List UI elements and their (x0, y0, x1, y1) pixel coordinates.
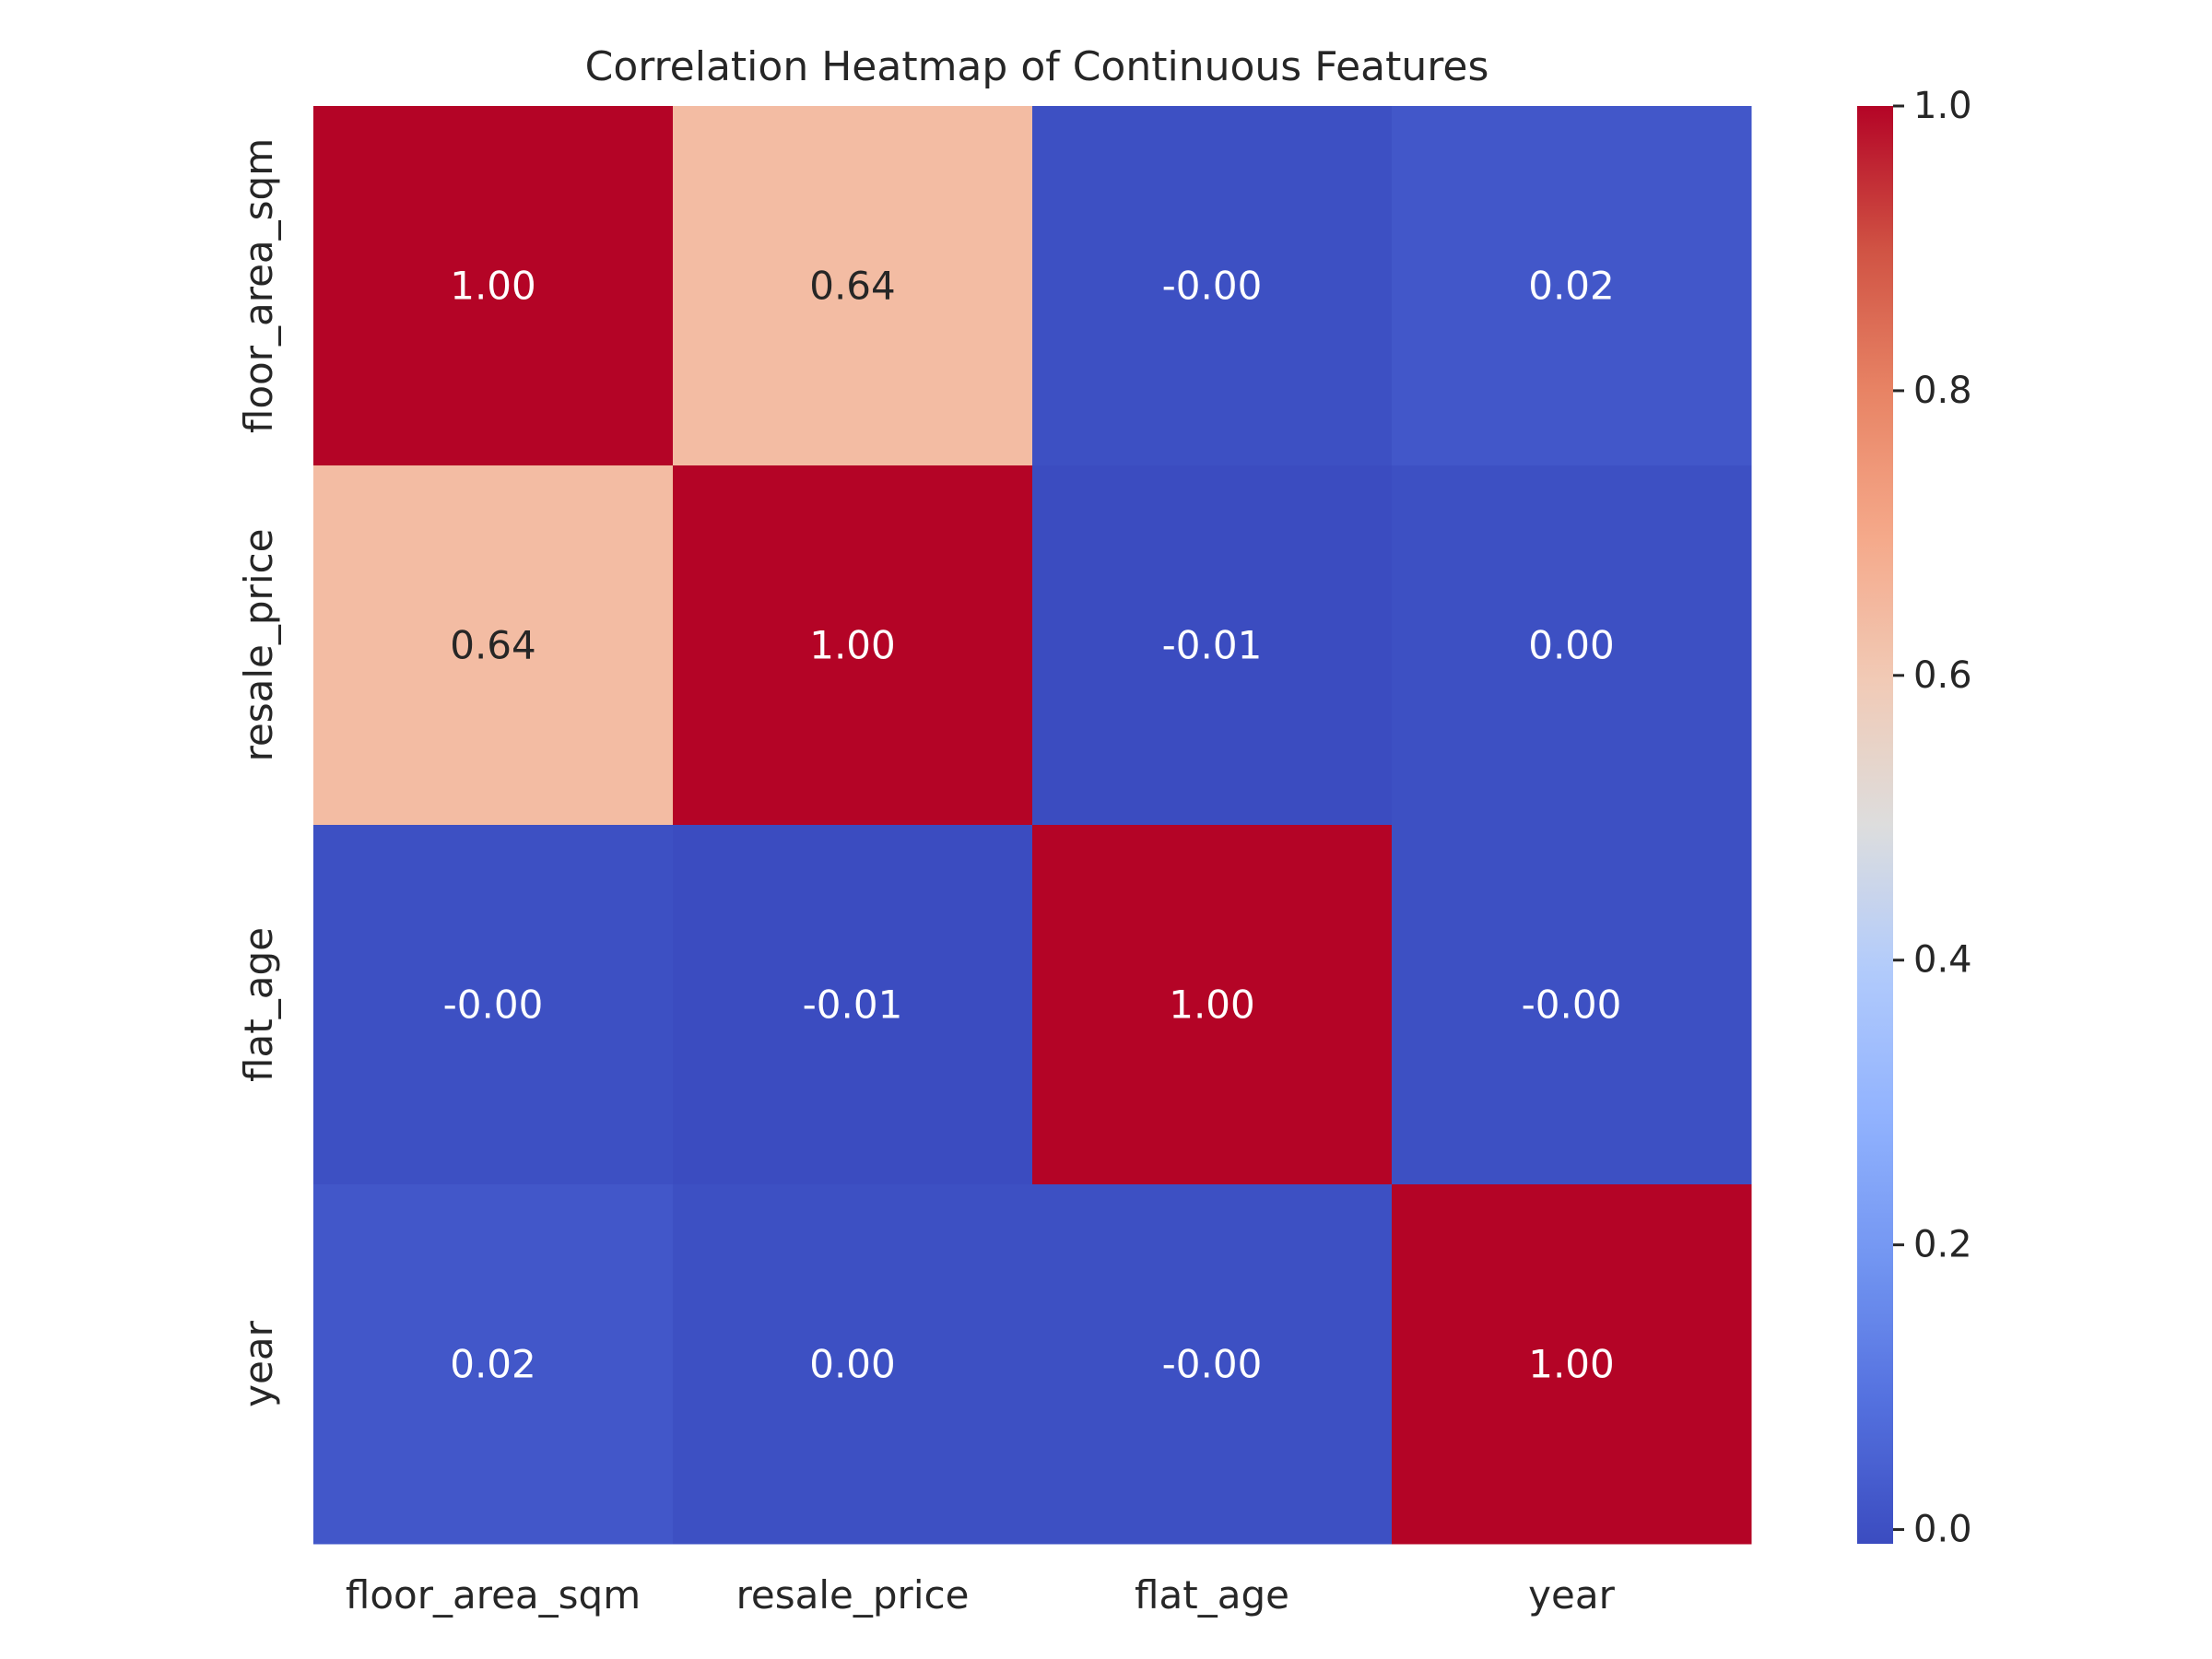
heatmap-cell (673, 825, 1033, 1185)
heatmap-cell-value-label: 1.00 (450, 264, 536, 309)
heatmap-cells: 1.00 0.64 -0.00 0.02 0.64 1.00 -0.01 0.00 -0.00 -… (313, 106, 1752, 1545)
heatmap-cell (1032, 465, 1393, 826)
heatmap-cell-value-label: 0.64 (450, 623, 536, 668)
heatmap-cell-value-label: -0.01 (803, 982, 903, 1028)
heatmap-cell (673, 106, 1033, 466)
y-tick-label: resale_price (236, 529, 281, 762)
colorbar-tick-label: 0.2 (1913, 1224, 1972, 1266)
heatmap-cell (1032, 825, 1393, 1185)
heatmap-cell (1392, 1184, 1752, 1545)
x-tick-label: floor_area_sqm (346, 1572, 641, 1618)
heatmap-cell (673, 1184, 1033, 1545)
x-tick-label: flat_age (1135, 1572, 1289, 1618)
colorbar-tick-label: 0.4 (1913, 939, 1972, 982)
colorbar-tick-label: 1.0 (1913, 85, 1972, 127)
heatmap-cell-value-label: 1.00 (1528, 1342, 1615, 1387)
heatmap-cell-value-label: 0.00 (1528, 623, 1615, 668)
colorbar-tick-label: 0.0 (1913, 1509, 1972, 1551)
heatmap-cell (1392, 465, 1752, 826)
heatmap-cell (673, 465, 1033, 826)
heatmap-cell-value-label: 1.00 (809, 623, 896, 668)
colorbar-gradient (1857, 106, 1893, 1544)
heatmap-cell-value-label: 0.00 (809, 1342, 896, 1387)
x-tick-label: year (1528, 1572, 1615, 1618)
colorbar-tick-label: 0.8 (1913, 370, 1972, 412)
heatmap-cell-value-label: 0.02 (450, 1342, 536, 1387)
heatmap-cell-value-label: -0.01 (1162, 623, 1263, 668)
heatmap-cell (313, 106, 674, 466)
heatmap-cell-value-label: -0.00 (1522, 982, 1622, 1028)
heatmap-cell (313, 465, 674, 826)
chart-title: Correlation Heatmap of Continuous Featur… (585, 43, 1489, 90)
x-tick-label: resale_price (736, 1572, 970, 1618)
heatmap-cell (313, 1184, 674, 1545)
heatmap-cell (1032, 1184, 1393, 1545)
heatmap-cell-value-label: 0.02 (1528, 264, 1615, 309)
heatmap-cell (1392, 825, 1752, 1185)
y-tick-label: floor_area_sqm (236, 138, 281, 433)
heatmap-cell (1032, 106, 1393, 466)
heatmap-cell (313, 825, 674, 1185)
x-axis-tick-labels: floor_area_sqm resale_price flat_age year (346, 1572, 1616, 1618)
y-tick-label: year (236, 1320, 281, 1406)
heatmap-cell-value-label: -0.00 (443, 982, 544, 1028)
heatmap-cell-value-label: 0.64 (809, 264, 896, 309)
colorbar-tick-label: 0.6 (1913, 654, 1972, 697)
y-tick-label: flat_age (236, 927, 281, 1082)
heatmap-cell (1392, 106, 1752, 466)
heatmap-cell-value-label: 1.00 (1169, 982, 1255, 1028)
heatmap-cell-value-label: -0.00 (1162, 264, 1263, 309)
heatmap-cell-value-label: -0.00 (1162, 1342, 1263, 1387)
colorbar: 0.0 0.2 0.4 0.6 0.8 1.0 (1857, 85, 1972, 1551)
